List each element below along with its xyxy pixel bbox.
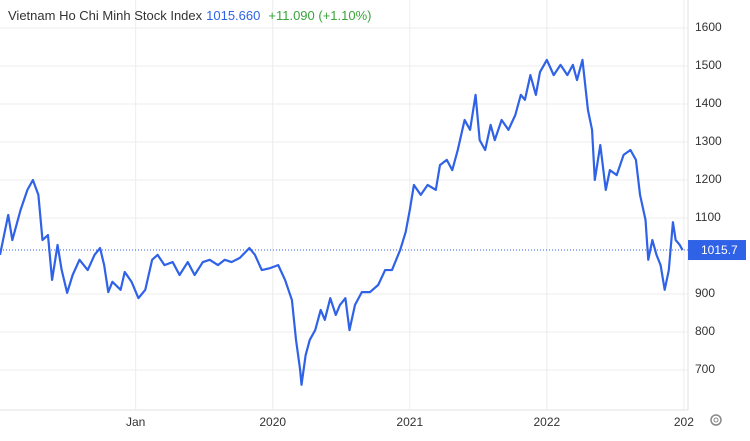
settings-icon[interactable] bbox=[710, 414, 722, 426]
gear[interactable] bbox=[710, 414, 722, 426]
x-tick-label: 2022 bbox=[533, 415, 560, 429]
y-tick-label: 700 bbox=[695, 362, 715, 376]
header: Vietnam Ho Chi Minh Stock Index 1015.660 +… bbox=[8, 8, 372, 23]
last-value-box bbox=[688, 240, 746, 261]
y-tick-label: 1600 bbox=[695, 20, 722, 34]
x-tick-label: 202 bbox=[674, 415, 694, 429]
y-tick-label: 1100 bbox=[695, 210, 721, 224]
last-value-label: 1015.7 bbox=[701, 243, 738, 257]
y-tick-label: 1200 bbox=[695, 172, 722, 186]
last-price: 1015.660 bbox=[206, 8, 260, 23]
chart-title: Vietnam Ho Chi Minh Stock Index bbox=[8, 8, 203, 23]
y-tick-label: 900 bbox=[695, 286, 715, 300]
y-tick-label: 800 bbox=[695, 324, 715, 338]
y-tick-label: 1300 bbox=[695, 134, 722, 148]
y-tick-label: 1400 bbox=[695, 96, 722, 110]
y-tick-label: 1500 bbox=[695, 58, 722, 72]
x-tick-label: 2021 bbox=[396, 415, 423, 429]
x-tick-label: Jan bbox=[126, 415, 145, 429]
gear-hub[interactable] bbox=[713, 417, 719, 423]
price-line bbox=[0, 58, 684, 386]
x-tick-label: 2020 bbox=[259, 415, 286, 429]
price-change: +11.090 (+1.10%) bbox=[268, 8, 371, 23]
